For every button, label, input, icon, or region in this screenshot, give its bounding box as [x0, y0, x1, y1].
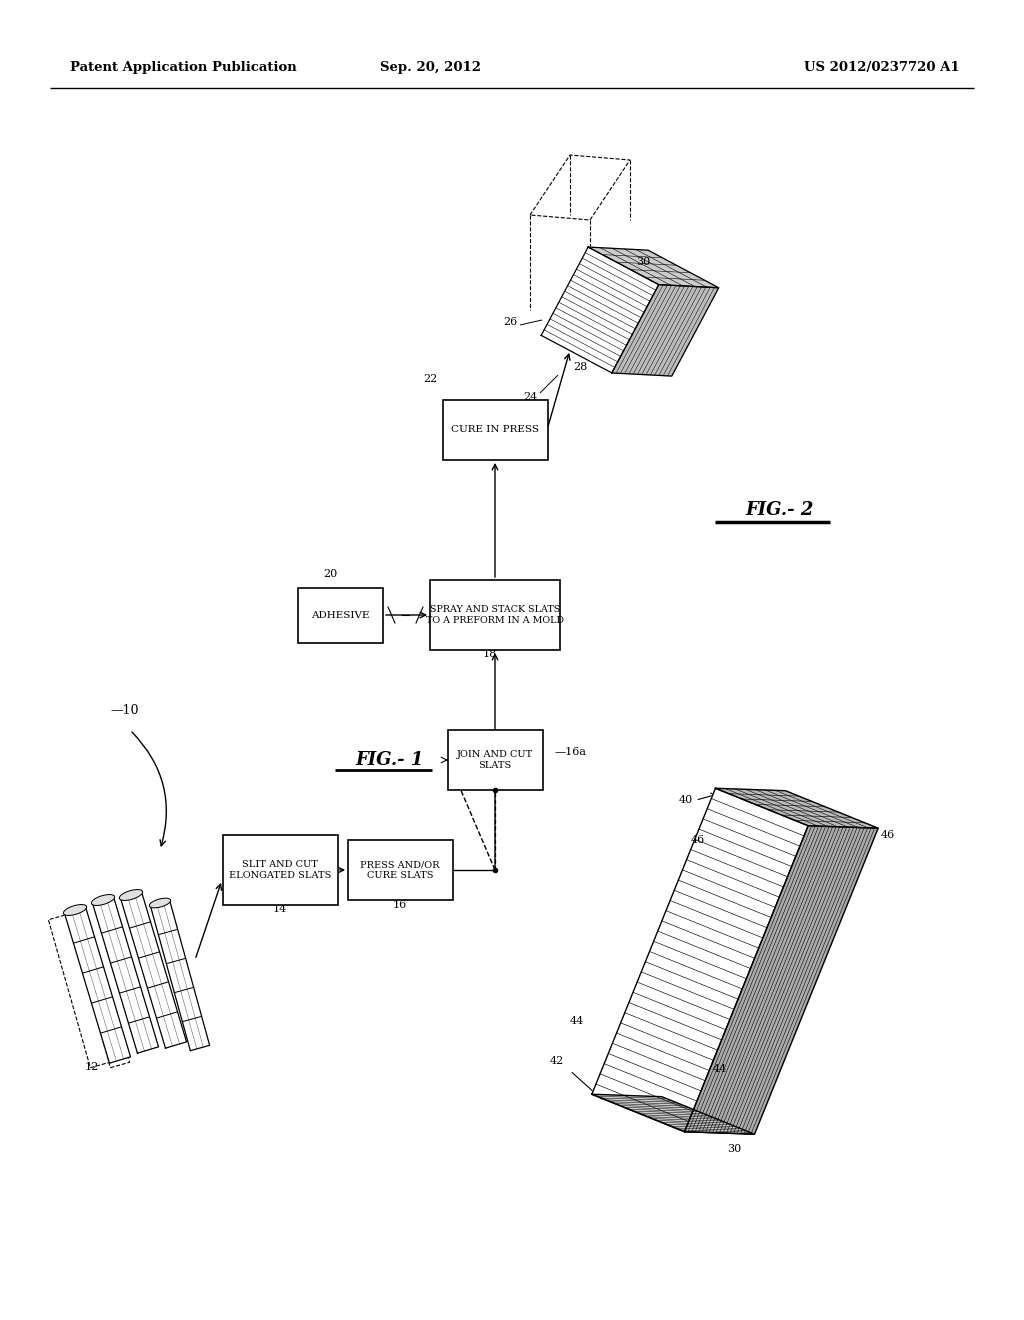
Text: PRESS AND/OR
CURE SLATS: PRESS AND/OR CURE SLATS	[360, 861, 439, 879]
Text: 20: 20	[323, 569, 337, 579]
Text: US 2012/0237720 A1: US 2012/0237720 A1	[805, 62, 961, 74]
Text: 12: 12	[85, 1063, 99, 1072]
Bar	[442, 400, 548, 459]
Polygon shape	[65, 907, 130, 1063]
Ellipse shape	[91, 895, 115, 906]
Text: SPRAY AND STACK SLATS
TO A PREFORM IN A MOLD: SPRAY AND STACK SLATS TO A PREFORM IN A …	[426, 606, 564, 624]
Polygon shape	[612, 285, 719, 376]
Polygon shape	[716, 788, 879, 828]
Polygon shape	[592, 788, 808, 1131]
Polygon shape	[151, 900, 210, 1051]
Text: 28: 28	[572, 362, 587, 372]
Text: 44: 44	[569, 1016, 584, 1026]
Text: 16: 16	[393, 900, 408, 909]
Text: JOIN AND CUT
SLATS: JOIN AND CUT SLATS	[457, 750, 534, 770]
Polygon shape	[542, 247, 658, 374]
Text: 26: 26	[503, 317, 517, 327]
Text: Sep. 20, 2012: Sep. 20, 2012	[380, 62, 480, 74]
Polygon shape	[685, 826, 879, 1134]
Text: 22: 22	[423, 374, 437, 384]
Text: Patent Application Publication: Patent Application Publication	[70, 62, 297, 74]
Bar	[447, 730, 543, 789]
Text: 30: 30	[727, 1143, 741, 1154]
Text: SLIT AND CUT
ELONGATED SLATS: SLIT AND CUT ELONGATED SLATS	[228, 861, 331, 879]
Text: 46: 46	[881, 830, 895, 841]
Polygon shape	[592, 1094, 755, 1134]
Polygon shape	[588, 247, 719, 288]
Text: 30: 30	[636, 257, 650, 267]
Text: 44: 44	[713, 1064, 727, 1073]
Text: 18: 18	[483, 649, 497, 659]
Bar	[222, 836, 338, 906]
Text: 46: 46	[690, 836, 705, 845]
Polygon shape	[121, 892, 186, 1048]
Ellipse shape	[150, 898, 171, 908]
Text: 42: 42	[550, 1056, 564, 1067]
Text: FIG.- 2: FIG.- 2	[745, 502, 814, 519]
Text: 24: 24	[523, 392, 538, 403]
Bar	[347, 840, 453, 900]
Text: 14: 14	[272, 904, 287, 913]
Polygon shape	[92, 896, 159, 1053]
Ellipse shape	[120, 890, 142, 900]
Bar	[298, 587, 383, 643]
Text: —16a: —16a	[555, 747, 587, 756]
Text: 40: 40	[678, 795, 692, 805]
Text: FIG.- 1: FIG.- 1	[355, 751, 424, 770]
Text: —10: —10	[110, 704, 138, 717]
Ellipse shape	[63, 904, 87, 916]
Text: CURE IN PRESS: CURE IN PRESS	[451, 425, 539, 434]
Text: ADHESIVE: ADHESIVE	[310, 610, 370, 619]
Bar	[430, 579, 560, 649]
